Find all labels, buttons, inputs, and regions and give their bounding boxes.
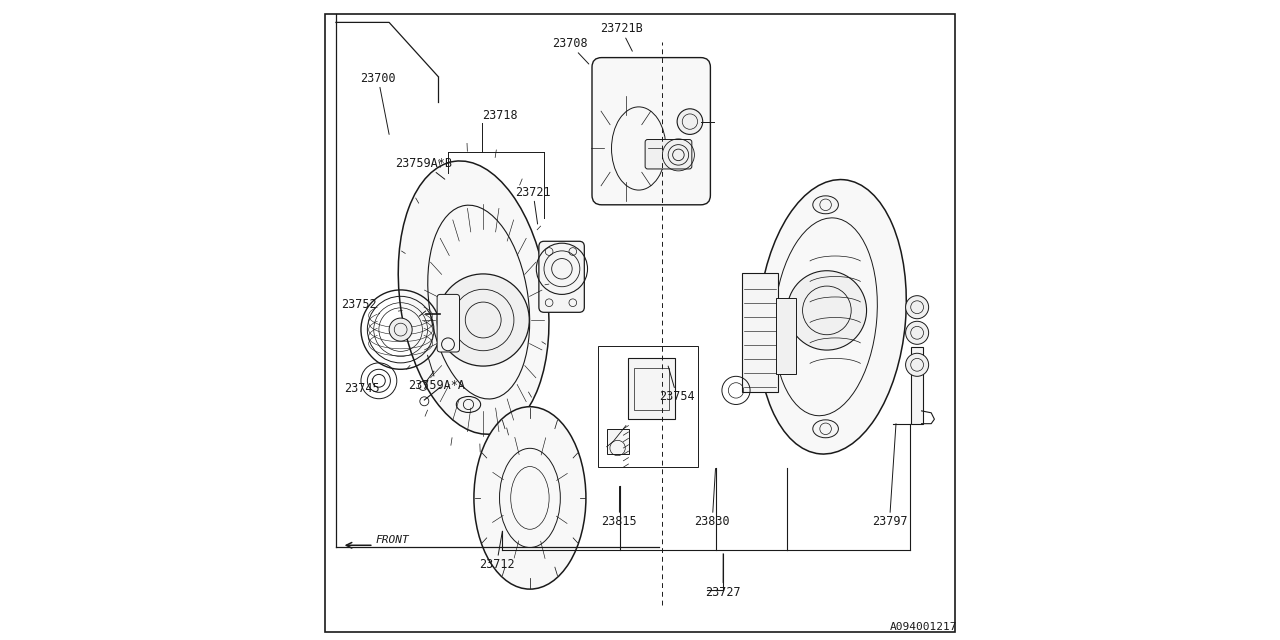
- Text: 23797: 23797: [872, 424, 908, 528]
- Bar: [607, 429, 630, 454]
- Circle shape: [677, 109, 703, 134]
- Text: 23727: 23727: [705, 554, 741, 598]
- Circle shape: [389, 318, 412, 341]
- Circle shape: [906, 296, 929, 319]
- Text: 23830: 23830: [694, 468, 730, 528]
- Ellipse shape: [456, 397, 481, 413]
- Text: FRONT: FRONT: [375, 535, 408, 545]
- Circle shape: [906, 353, 929, 376]
- Bar: [911, 347, 923, 424]
- Text: 23754: 23754: [659, 366, 695, 403]
- Text: 23721: 23721: [516, 186, 550, 224]
- Bar: [628, 358, 675, 419]
- FancyBboxPatch shape: [438, 294, 460, 352]
- Ellipse shape: [758, 180, 906, 454]
- Text: 23718: 23718: [483, 109, 517, 122]
- Circle shape: [438, 274, 530, 366]
- Text: 23752: 23752: [340, 298, 379, 314]
- Text: 23712: 23712: [479, 531, 515, 571]
- Text: 23745: 23745: [344, 379, 380, 395]
- FancyBboxPatch shape: [591, 58, 710, 205]
- FancyBboxPatch shape: [539, 241, 584, 312]
- Text: 23759A*A: 23759A*A: [408, 355, 466, 392]
- Text: 23708: 23708: [552, 37, 589, 64]
- Text: 23721B: 23721B: [600, 22, 643, 51]
- Circle shape: [906, 321, 929, 344]
- Text: 23759A*B: 23759A*B: [396, 157, 453, 179]
- Bar: [742, 273, 778, 392]
- Circle shape: [787, 271, 867, 350]
- Text: A094001217: A094001217: [890, 622, 957, 632]
- Ellipse shape: [474, 407, 586, 589]
- Bar: [634, 368, 669, 410]
- Ellipse shape: [398, 161, 549, 435]
- Text: 23815: 23815: [602, 486, 637, 528]
- Text: 23700: 23700: [361, 72, 396, 134]
- Ellipse shape: [813, 420, 838, 438]
- Bar: [599, 346, 698, 467]
- FancyBboxPatch shape: [645, 140, 691, 169]
- Bar: [776, 298, 796, 374]
- Ellipse shape: [813, 196, 838, 214]
